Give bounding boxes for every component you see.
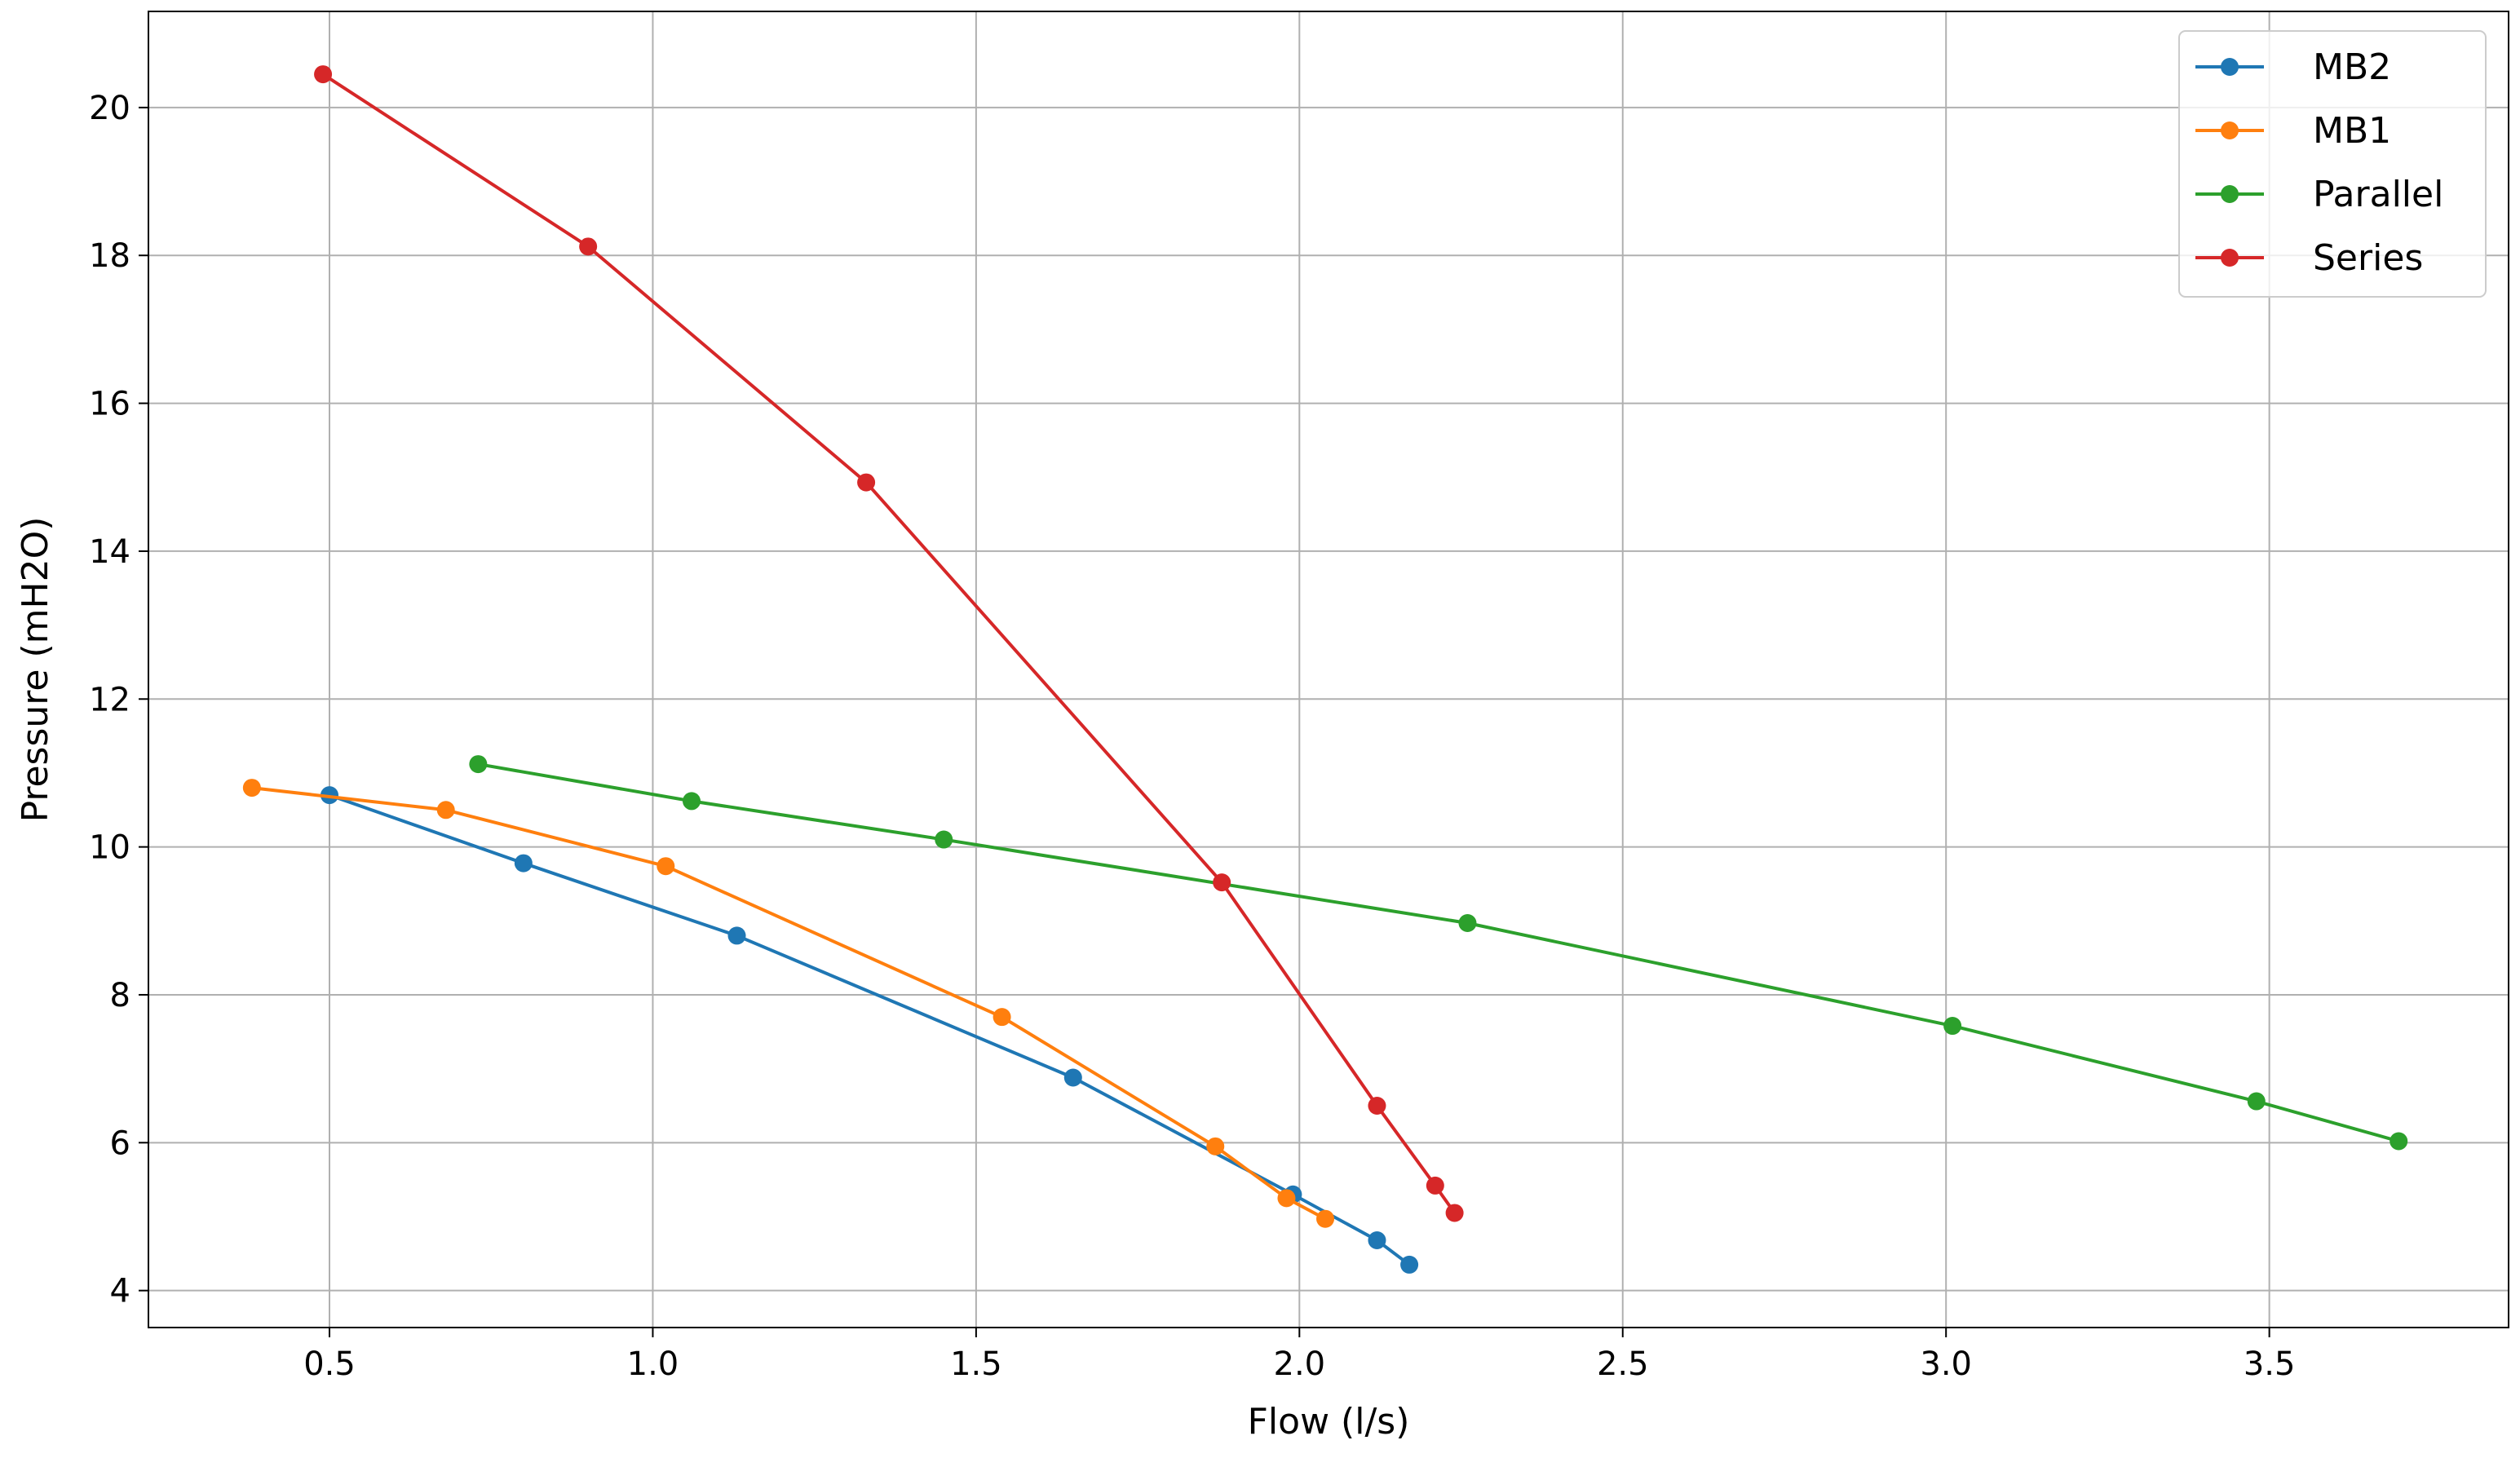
x-tick-label: 3.0	[1920, 1345, 1972, 1383]
data-point	[314, 65, 333, 84]
data-point	[1206, 1137, 1225, 1155]
data-point	[2390, 1132, 2408, 1151]
data-point	[1943, 1017, 1962, 1036]
grid	[148, 11, 2509, 1328]
data-point	[1277, 1189, 1296, 1208]
data-point	[2247, 1092, 2266, 1111]
legend-label: MB2	[2313, 46, 2391, 88]
data-point	[657, 857, 675, 876]
data-point	[1368, 1096, 1386, 1115]
data-point	[683, 792, 701, 811]
data-point	[1458, 914, 1477, 933]
legend-label: MB1	[2313, 110, 2391, 152]
y-tick-label: 6	[110, 1124, 130, 1162]
y-tick-label: 14	[89, 533, 130, 571]
legend-item: Series	[2195, 237, 2423, 279]
data-point	[1426, 1176, 1444, 1195]
y-tick-label: 12	[89, 681, 130, 718]
y-tick-label: 20	[89, 90, 130, 127]
data-point	[579, 237, 598, 256]
x-tick-label: 1.5	[950, 1345, 1002, 1383]
legend-marker	[2221, 185, 2239, 203]
y-tick-label: 18	[89, 237, 130, 275]
data-point	[436, 801, 455, 820]
x-axis-label: Flow (l/s)	[1248, 1401, 1410, 1443]
y-tick-label: 10	[89, 829, 130, 867]
legend-item: Parallel	[2195, 174, 2443, 215]
data-point	[242, 779, 261, 797]
data-point	[1368, 1231, 1386, 1250]
data-point	[469, 755, 488, 774]
data-point	[1400, 1255, 1419, 1274]
series-parallel	[469, 755, 2408, 1151]
x-tick-label: 0.5	[303, 1345, 356, 1383]
x-tick-label: 2.0	[1274, 1345, 1326, 1383]
legend-marker	[2221, 249, 2239, 267]
data-point	[935, 830, 953, 849]
series-mb1	[242, 779, 1335, 1228]
data-point	[1445, 1204, 1464, 1222]
legend-marker	[2221, 58, 2239, 76]
legend-marker	[2221, 122, 2239, 139]
y-tick-label: 8	[110, 977, 130, 1014]
data-point	[993, 1008, 1011, 1027]
data-point	[1063, 1068, 1082, 1087]
series-mb2	[321, 786, 1419, 1274]
data-point	[514, 854, 533, 873]
x-tick-label: 1.0	[627, 1345, 679, 1383]
legend-item: MB1	[2195, 110, 2391, 152]
legend-box	[2178, 30, 2487, 298]
legend: MB2 MB1 Parallel Series	[2178, 30, 2487, 298]
series-layer	[242, 65, 2408, 1274]
legend-label: Series	[2313, 237, 2423, 279]
series-series	[314, 65, 1464, 1222]
plot-frame	[148, 11, 2509, 1328]
y-tick-label: 4	[110, 1273, 130, 1310]
data-point	[1316, 1209, 1335, 1228]
x-tick-label: 3.5	[2244, 1345, 2296, 1383]
y-tick-label: 16	[89, 386, 130, 423]
data-point	[1213, 873, 1231, 892]
data-point	[857, 473, 876, 492]
legend-item: MB2	[2195, 46, 2391, 88]
axis-ticks: 0.5 1.0 1.5 2.0 2.5 3.0 3.5 4 6 8 10 12 14 16 18 20	[89, 90, 2295, 1383]
y-axis-label: Pressure (mH2O)	[15, 517, 56, 823]
legend-label: Parallel	[2313, 174, 2443, 215]
x-tick-label: 2.5	[1597, 1345, 1649, 1383]
data-point	[727, 926, 746, 945]
